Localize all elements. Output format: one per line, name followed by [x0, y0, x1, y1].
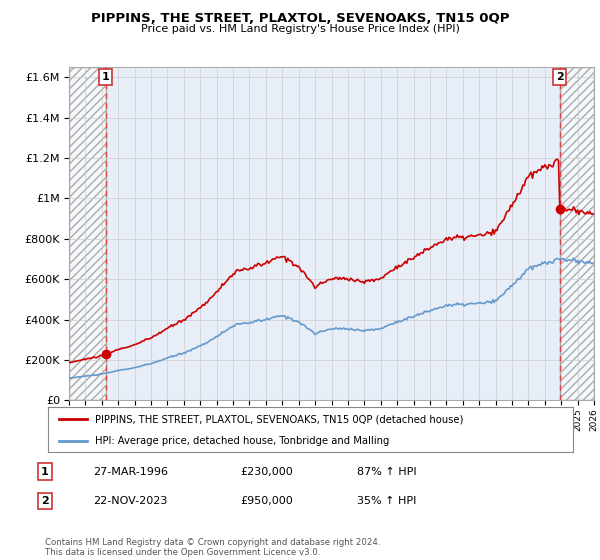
Bar	[560, 67, 594, 400]
Text: 22-NOV-2023: 22-NOV-2023	[93, 496, 167, 506]
Text: PIPPINS, THE STREET, PLAXTOL, SEVENOAKS, TN15 0QP (detached house): PIPPINS, THE STREET, PLAXTOL, SEVENOAKS,…	[95, 414, 464, 424]
Text: £950,000: £950,000	[240, 496, 293, 506]
Text: Contains HM Land Registry data © Crown copyright and database right 2024.
This d: Contains HM Land Registry data © Crown c…	[45, 538, 380, 557]
Bar	[69, 67, 106, 400]
Bar	[69, 67, 106, 400]
Bar	[560, 67, 594, 400]
Text: Price paid vs. HM Land Registry's House Price Index (HPI): Price paid vs. HM Land Registry's House …	[140, 24, 460, 34]
Text: £230,000: £230,000	[240, 466, 293, 477]
Text: 1: 1	[41, 466, 49, 477]
Text: 27-MAR-1996: 27-MAR-1996	[93, 466, 168, 477]
Text: PIPPINS, THE STREET, PLAXTOL, SEVENOAKS, TN15 0QP: PIPPINS, THE STREET, PLAXTOL, SEVENOAKS,…	[91, 12, 509, 25]
Text: 1: 1	[102, 72, 109, 82]
Text: 2: 2	[556, 72, 563, 82]
Text: 2: 2	[41, 496, 49, 506]
Text: HPI: Average price, detached house, Tonbridge and Malling: HPI: Average price, detached house, Tonb…	[95, 436, 389, 446]
Text: 35% ↑ HPI: 35% ↑ HPI	[357, 496, 416, 506]
Text: 87% ↑ HPI: 87% ↑ HPI	[357, 466, 416, 477]
